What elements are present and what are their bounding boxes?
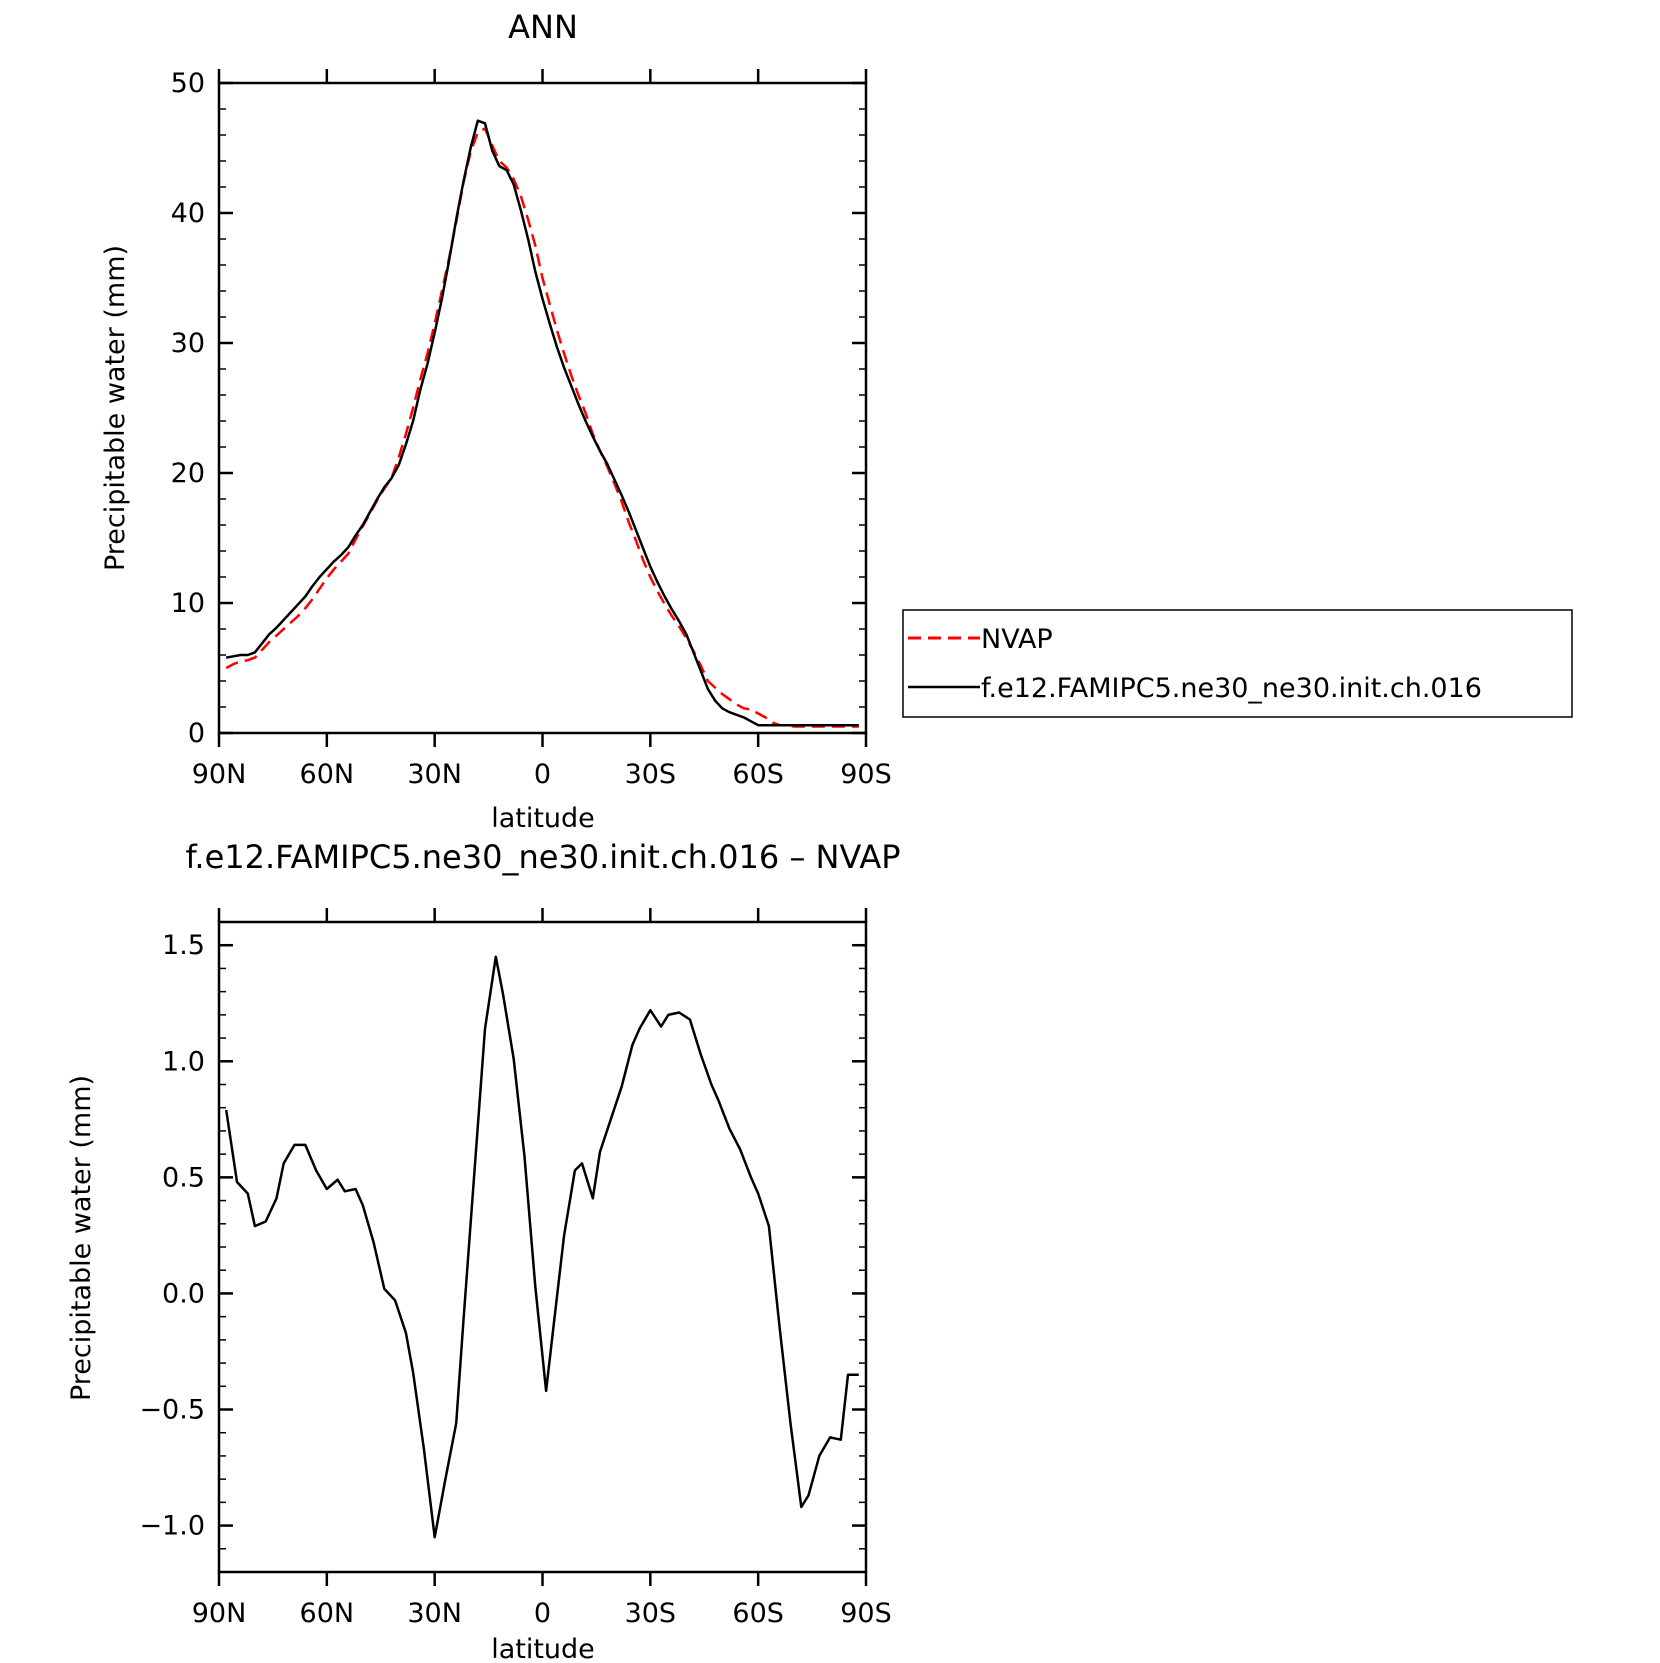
x-tick-label: 30S [625,759,677,790]
y-tick-label: 20 [171,458,205,489]
y-tick-label: 0.0 [162,1278,205,1309]
x-tick-label: 60S [732,1598,784,1629]
legend-box [902,609,1573,718]
x-tick-label: 60N [300,759,355,790]
top-panel: ANN 90N 60N 30N 0 30S 60S 90S 0 10 20 30 40 50 latit… [100,8,892,834]
y-tick-label: 40 [171,198,205,229]
series-line-difference [224,955,859,1539]
top-x-axis-title: latitude [491,803,595,834]
y-tick-label: 50 [171,68,205,99]
bottom-chart-title: f.e12.FAMIPC5.ne30_ne30.init.ch.016 – NV… [185,838,900,876]
x-tick-label: 90S [840,1598,892,1629]
x-tick-label: 90S [840,759,892,790]
top-plot-area: 90N 60N 30N 0 30S 60S 90S 0 10 20 30 40 50 [171,68,892,790]
series-line-nvap [225,127,859,728]
top-chart-title: ANN [508,8,578,46]
x-tick-label: 60N [300,1598,355,1629]
legend: NVAP f.e12.FAMIPC5.ne30_ne30.init.ch.016 [902,609,1573,718]
y-tick-label: −1.0 [139,1511,205,1542]
y-tick-label: −0.5 [139,1395,205,1426]
plot-frame [217,920,868,1574]
top-y-axis-title: Precipitable water (mm) [100,245,131,571]
x-tick-label: 60S [732,759,784,790]
bottom-x-axis-title: latitude [491,1634,595,1663]
x-tick-label: 90N [192,1598,247,1629]
x-tick-label: 30N [407,759,462,790]
x-tick-label: 30S [625,1598,677,1629]
legend-label-model: f.e12.FAMIPC5.ne30_ne30.init.ch.016 [981,673,1482,704]
series-line-f-e12-famipc5-ne30-ne30-init-ch-016 [225,119,859,727]
y-tick-label: 1.0 [162,1046,205,1077]
bottom-y-axis-title: Precipitable water (mm) [66,1075,97,1401]
x-tick-label: 30N [407,1598,462,1629]
legend-label-nvap: NVAP [981,624,1053,655]
x-tick-label: 90N [192,759,247,790]
y-tick-label: 0 [188,718,205,749]
y-tick-label: 0.5 [162,1162,205,1193]
y-tick-label: 1.5 [162,930,205,961]
bottom-panel: f.e12.FAMIPC5.ne30_ne30.init.ch.016 – NV… [66,838,901,1663]
x-tick-label: 0 [534,1598,551,1629]
x-tick-label: 0 [534,759,551,790]
plot-frame [217,81,868,735]
y-tick-label: 10 [171,588,205,619]
bottom-plot-area: 90N 60N 30N 0 30S 60S 90S −1.0 −0.5 0.0 0.5 1.0 1.5 [139,908,892,1629]
y-tick-label: 30 [171,328,205,359]
